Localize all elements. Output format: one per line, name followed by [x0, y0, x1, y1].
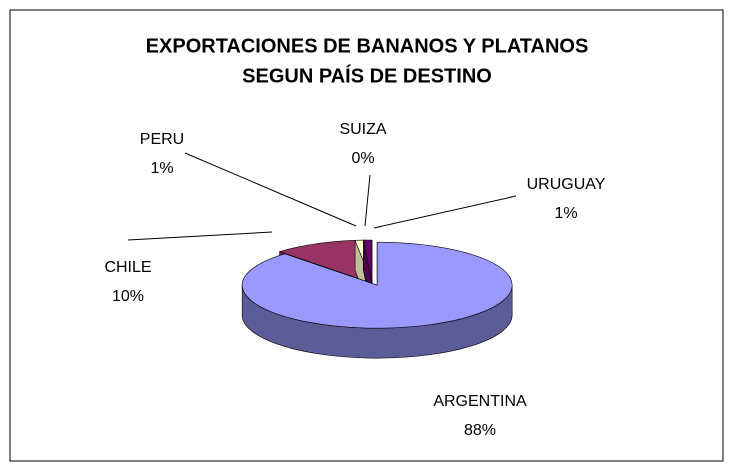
slice-label: URUGUAY: [527, 176, 606, 193]
chart-border: [9, 9, 724, 462]
leader-line: [127, 231, 273, 241]
leader-line: [373, 195, 517, 229]
slice-value-label: 1%: [554, 205, 577, 222]
slice-value-label: 88%: [464, 422, 496, 439]
slice-value-label: 0%: [351, 150, 374, 167]
leader-line: [364, 174, 371, 227]
slice-value-label: 1%: [150, 160, 173, 177]
leader-line: [184, 152, 357, 227]
slice-label: CHILE: [104, 259, 151, 276]
slice: [363, 239, 373, 284]
chart-title: SEGUN PAÍS DE DESTINO: [242, 64, 492, 87]
slice-value-label: 10%: [112, 288, 144, 305]
slice: [241, 241, 513, 329]
slice-label: SUIZA: [339, 121, 386, 138]
slice-label: ARGENTINA: [433, 393, 527, 410]
chart-title: EXPORTACIONES DE BANANOS Y PLATANOS: [146, 35, 589, 57]
slice: [278, 240, 373, 284]
slice-label: PERU: [140, 131, 184, 148]
